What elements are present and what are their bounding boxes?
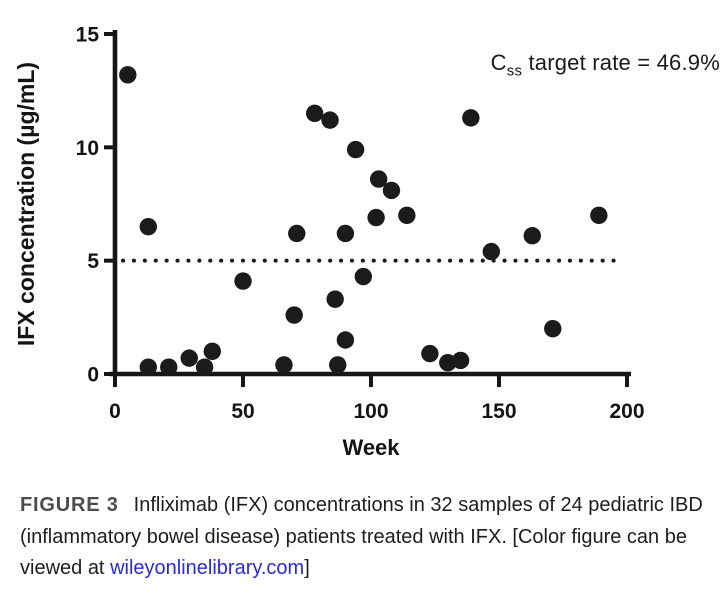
scatter-chart: 0 50 100 150 200 0 5 10 15 Week IFX concentration …	[13, 24, 720, 461]
x-tick-label: 0	[109, 400, 121, 423]
caption-link[interactable]: wileyonlinelibrary.com	[110, 557, 305, 579]
y-axis-label: IFX concentration (µg/mL)	[13, 62, 39, 346]
data-point	[203, 342, 221, 361]
data-point	[275, 356, 293, 374]
annotation-suffix: target rate = 46.9%	[522, 50, 720, 75]
y-tick-label: 15	[76, 24, 100, 47]
scatter-plot: 0 50 100 150 200 0 5 10 15 Week IFX concentration …	[13, 24, 645, 461]
caption-bracket: ]	[304, 557, 310, 579]
data-point	[305, 104, 324, 123]
data-point	[139, 358, 157, 376]
data-point	[462, 109, 480, 127]
css-target-annotation: Css target rate = 46.9%	[491, 50, 720, 79]
y-tick-label: 5	[87, 250, 99, 273]
data-point	[234, 272, 252, 290]
data-point	[336, 224, 355, 243]
x-tick-label: 100	[353, 400, 388, 423]
data-point	[523, 227, 541, 245]
data-point	[421, 344, 439, 363]
caption-text: Infliximab (IFX) concentrations in 32 sa…	[20, 494, 703, 579]
data-point	[346, 140, 365, 159]
x-tick-label: 200	[609, 400, 644, 423]
y-tick-label: 10	[76, 137, 99, 160]
y-tick-label: 0	[87, 364, 99, 387]
x-tick-label: 150	[481, 400, 516, 423]
data-point	[354, 267, 373, 286]
figure-label: FIGURE 3	[20, 494, 119, 516]
data-point	[321, 111, 339, 129]
data-point	[195, 358, 214, 376]
data-point	[285, 306, 303, 324]
x-tick-label: 50	[231, 400, 254, 423]
annotation-subscript: ss	[506, 62, 523, 80]
data-point	[336, 331, 355, 349]
data-point	[439, 353, 457, 372]
x-axis-label: Week	[342, 435, 400, 460]
data-point	[326, 290, 344, 308]
data-point	[288, 224, 306, 243]
data-point	[590, 206, 608, 225]
data-point	[544, 319, 562, 338]
data-point	[329, 356, 347, 374]
data-point	[382, 181, 401, 200]
data-point	[367, 208, 385, 227]
data-point	[398, 206, 416, 225]
data-point	[482, 242, 501, 261]
data-point	[180, 349, 198, 367]
data-point	[369, 170, 388, 188]
data-point	[119, 66, 137, 84]
annotation-prefix: C	[490, 50, 507, 75]
data-point	[451, 351, 470, 370]
data-point	[139, 217, 157, 236]
figure-caption: FIGURE 3 Infliximab (IFX) concentrations …	[20, 490, 716, 585]
data-point	[160, 358, 178, 376]
